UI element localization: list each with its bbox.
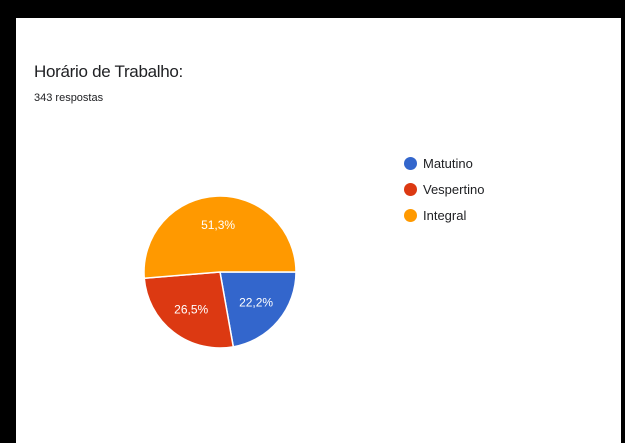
- chart-card: Horário de Trabalho: 343 respostas 22,2%…: [16, 18, 625, 443]
- chart-title: Horário de Trabalho:: [34, 62, 183, 81]
- legend-item-integral[interactable]: Integral: [404, 202, 484, 228]
- legend-swatch-integral: [404, 208, 417, 222]
- legend-item-matutino[interactable]: Matutino: [404, 150, 484, 176]
- legend-item-vespertino[interactable]: Vespertino: [404, 176, 484, 202]
- legend-swatch-vespertino: [404, 182, 417, 196]
- slice-label-integral: 51,3%: [201, 218, 235, 232]
- pie-slice-vespertino[interactable]: [143, 271, 235, 349]
- slice-label-vespertino: 26,5%: [174, 302, 208, 316]
- slice-label-matutino: 22,2%: [239, 295, 273, 309]
- legend-label-integral: Integral: [423, 207, 467, 223]
- chart-legend: Matutino Vespertino Integral: [404, 150, 484, 228]
- response-count: 343 respostas: [34, 92, 104, 104]
- pie-chart: 22,2% 26,5% 51,3%: [143, 195, 297, 349]
- pie-slice-integral[interactable]: [143, 195, 297, 280]
- legend-label-matutino: Matutino: [423, 155, 473, 171]
- legend-swatch-matutino: [404, 156, 417, 170]
- legend-label-vespertino: Vespertino: [423, 181, 485, 197]
- pie-slice-matutino[interactable]: [219, 271, 297, 348]
